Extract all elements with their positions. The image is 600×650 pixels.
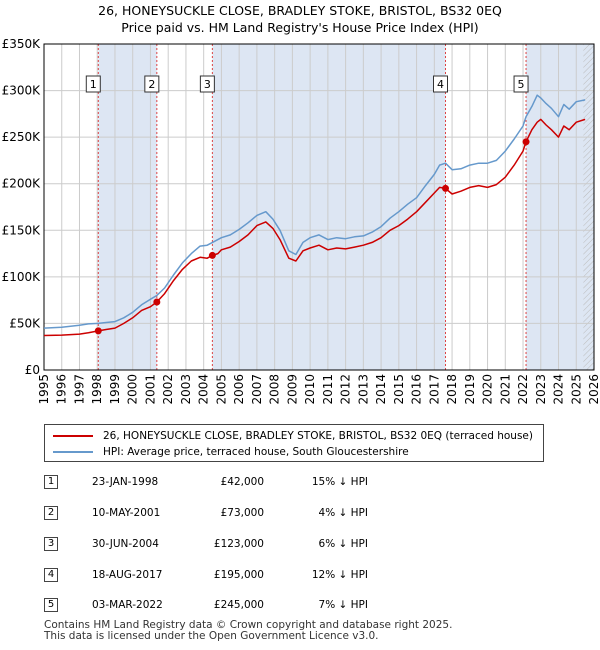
- sale-number-label: 4: [437, 78, 444, 91]
- forecast-hatch-region: [583, 44, 594, 370]
- x-tick-label: 2002: [161, 374, 175, 405]
- x-tick-label: 2020: [481, 374, 495, 405]
- x-tick-label: 2026: [587, 374, 600, 405]
- table-row: 2 10-MAY-2001 £73,000 4% ↓ HPI: [44, 504, 464, 524]
- table-row: 3 30-JUN-2004 £123,000 6% ↓ HPI: [44, 535, 464, 555]
- sale-number-badge: 4: [44, 568, 58, 582]
- x-tick-label: 2018: [445, 374, 459, 405]
- sale-date: 03-MAR-2022: [92, 599, 163, 611]
- sale-number-label: 5: [518, 78, 525, 91]
- legend: 26, HONEYSUCKLE CLOSE, BRADLEY STOKE, BR…: [44, 424, 544, 462]
- x-tick-label: 1999: [108, 374, 122, 405]
- x-tick-label: 2001: [143, 374, 157, 405]
- x-tick-label: 2017: [427, 374, 441, 405]
- table-row: 1 23-JAN-1998 £42,000 15% ↓ HPI: [44, 473, 464, 493]
- x-tick-label: 2000: [126, 374, 140, 405]
- x-tick-label: 2015: [392, 374, 406, 405]
- price-chart: £0 £50K £100K £150K £200K £250K £300K £350K 1995…: [2, 37, 600, 405]
- sale-hpi-diff: 12% ↓ HPI: [311, 569, 368, 581]
- sale-number-box: [433, 75, 448, 93]
- footer: Contains HM Land Registry data © Crown c…: [44, 620, 452, 642]
- x-tick-label: 2022: [516, 374, 530, 405]
- hpi-line: [43, 94, 586, 329]
- title-subtitle: Price paid vs. HM Land Registry's House …: [121, 20, 479, 35]
- y-tick-label: £0: [25, 363, 40, 377]
- sale-hpi-diff: 7% ↓ HPI: [318, 599, 368, 611]
- sale-period-band: [526, 44, 594, 370]
- footer-licence: This data is licensed under the Open Gov…: [44, 630, 379, 642]
- y-tick-label: £250K: [2, 130, 42, 144]
- sale-hpi-diff: 15% ↓ HPI: [311, 476, 368, 488]
- sale-point: [153, 298, 161, 306]
- sale-number-box: [199, 75, 215, 93]
- sale-point: [522, 138, 530, 146]
- x-tick-label: 2010: [303, 374, 317, 405]
- x-tick-label: 2014: [374, 374, 388, 405]
- sale-number-badge: 5: [44, 598, 58, 612]
- sale-number-label: 2: [148, 78, 155, 91]
- y-tick-label: £100K: [2, 270, 42, 284]
- x-tick-label: 1996: [55, 374, 69, 405]
- legend-item-property: 26, HONEYSUCKLE CLOSE, BRADLEY STOKE, BR…: [53, 428, 533, 444]
- x-tick-label: 2006: [232, 374, 246, 405]
- sale-number-badge: 3: [44, 537, 58, 551]
- sale-period-band: [212, 44, 446, 370]
- y-tick-label: £50K: [9, 316, 41, 330]
- sale-point: [94, 327, 102, 335]
- x-tick-label: 2003: [179, 374, 193, 405]
- x-tick-label: 1997: [72, 374, 86, 405]
- sale-number-box: [513, 75, 529, 93]
- title-address: 26, HONEYSUCKLE CLOSE, BRADLEY STOKE, BR…: [98, 3, 502, 18]
- sale-price: £123,000: [213, 538, 264, 550]
- x-tick-label: 2024: [552, 374, 566, 405]
- x-tick-label: 2011: [321, 374, 335, 405]
- sale-hpi-diff: 4% ↓ HPI: [318, 507, 368, 519]
- legend-label-hpi: HPI: Average price, terraced house, Sout…: [103, 446, 409, 458]
- x-tick-label: 1995: [37, 374, 51, 405]
- footer-copyright: Contains HM Land Registry data © Crown c…: [44, 619, 453, 631]
- sale-date: 10-MAY-2001: [92, 507, 161, 519]
- x-tick-label: 2004: [197, 374, 211, 405]
- legend-swatch-property: [53, 435, 93, 437]
- x-tick-label: 2008: [268, 374, 282, 405]
- sale-number-badge: 2: [44, 506, 58, 520]
- legend-swatch-hpi: [53, 451, 93, 453]
- sale-date: 18-AUG-2017: [92, 569, 163, 581]
- x-tick-label: 2009: [285, 374, 299, 405]
- x-tick-label: 2019: [463, 374, 477, 405]
- table-row: 4 18-AUG-2017 £195,000 12% ↓ HPI: [44, 566, 464, 586]
- sale-number-badge: 1: [44, 475, 58, 489]
- x-tick-label: 2021: [498, 374, 512, 405]
- sale-number-box: [85, 75, 101, 93]
- y-tick-label: £350K: [2, 37, 42, 51]
- y-tick-label: £150K: [2, 223, 42, 237]
- y-tick-label: £300K: [2, 84, 42, 98]
- sale-price: £195,000: [213, 569, 264, 581]
- sale-point: [442, 184, 449, 192]
- sale-price: £42,000: [220, 476, 264, 488]
- sale-price: £73,000: [220, 507, 264, 519]
- x-tick-label: 2013: [356, 374, 370, 405]
- x-tick-label: 2023: [534, 374, 548, 405]
- sale-number-label: 3: [204, 78, 211, 91]
- legend-item-hpi: HPI: Average price, terraced house, Sout…: [53, 444, 409, 460]
- x-tick-label: 2025: [569, 374, 583, 405]
- x-tick-label: 2005: [214, 374, 228, 405]
- sale-hpi-diff: 6% ↓ HPI: [318, 538, 368, 550]
- x-tick-label: 2016: [410, 374, 424, 405]
- y-tick-label: £200K: [2, 177, 42, 191]
- x-tick-label: 2007: [250, 374, 264, 405]
- table-row: 5 03-MAR-2022 £245,000 7% ↓ HPI: [44, 596, 464, 616]
- sale-point: [208, 251, 216, 259]
- legend-label-property: 26, HONEYSUCKLE CLOSE, BRADLEY STOKE, BR…: [103, 430, 533, 442]
- sale-date: 30-JUN-2004: [92, 538, 159, 550]
- x-tick-label: 2012: [339, 374, 353, 405]
- x-tick-label: 1998: [90, 374, 104, 405]
- sale-number-label: 1: [90, 78, 97, 91]
- sale-number-box: [144, 75, 160, 93]
- sale-price: £245,000: [213, 599, 264, 611]
- plot-frame: [43, 43, 595, 371]
- sale-date: 23-JAN-1998: [92, 476, 159, 488]
- chart-title: 26, HONEYSUCKLE CLOSE, BRADLEY STOKE, BR…: [0, 2, 600, 36]
